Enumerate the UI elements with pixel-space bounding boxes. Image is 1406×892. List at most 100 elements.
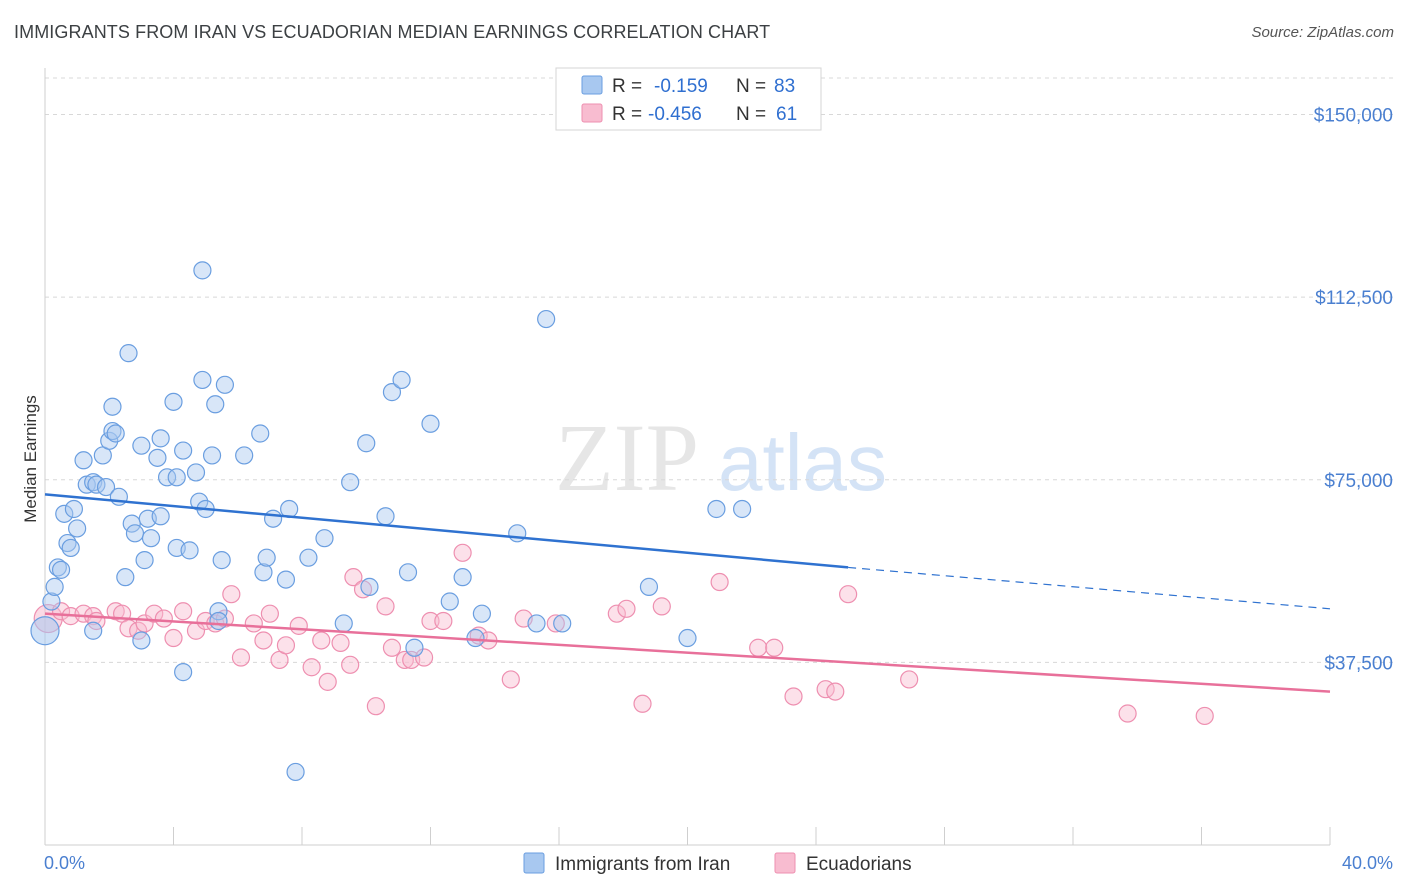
iran-data-point [453,568,472,587]
iran-data-point [257,548,276,567]
ecuadorian-data-point [254,631,273,650]
ecuadorian-data-point [1195,706,1214,726]
iran-data-point [508,524,527,543]
iran-data-point [421,414,440,433]
x-tick-label-max: 40.0% [1342,853,1393,873]
iran-data-point [276,570,296,589]
legend-n-label: N = [736,104,766,125]
iran-data-point [537,309,556,329]
ecuadorian-data-point [765,638,784,657]
chart-title: IMMIGRANTS FROM IRAN VS ECUADORIAN MEDIA… [14,22,771,42]
bottom-legend-label-ecuadorians: Ecuadorians [806,854,912,875]
iran-data-point [151,507,170,526]
iran-data-point [48,558,67,577]
iran-data-point [190,492,209,511]
ecuadorian-data-point [900,670,919,689]
iran-data-point [472,604,491,623]
iran-data-point [61,538,80,558]
iran-data-point [74,451,93,470]
ecuadorian-data-point [784,687,803,706]
ecuadorian-trend-line [44,612,1331,693]
iran-data-point [212,551,231,570]
iran-data-point [334,614,353,633]
y-tick-label: $37,500 [1324,653,1393,674]
iran-data-point [678,628,697,648]
series-ecuadorians [33,543,1214,726]
x-tick-labels: 0.0% 40.0% [44,853,1393,873]
y-tick-label: $150,000 [1314,106,1393,127]
ecuadorian-data-point [414,648,434,667]
legend-r-value: -0.456 [648,104,702,125]
iran-data-point [251,424,270,443]
iran-data-point [209,602,228,621]
ecuadorian-data-point [244,614,263,633]
iran-data-point [733,499,752,519]
ecuadorian-data-point [395,650,414,670]
iran-data-point [357,434,376,453]
iran-data-point [103,397,122,416]
iran-data-point [707,499,726,519]
iran-data-point [341,473,360,492]
iran-data-point [527,614,546,633]
ecuadorian-data-point [607,604,626,623]
ecuadorian-data-point [1118,704,1137,723]
ecuadorian-data-point [376,597,395,616]
iran-data-point [286,762,305,782]
iran-data-point [141,529,161,548]
ecuadorian-data-point [341,655,360,674]
axes [44,68,1331,846]
iran-data-point [106,424,125,443]
iran-data-point [30,616,60,646]
ecuadorian-data-point [366,697,385,716]
iran-data-point [45,577,64,596]
bottom-legend-swatch-pink [774,852,796,874]
bottom-legend-swatch-blue [523,852,545,874]
ecuadorian-data-point [546,614,565,633]
iran-data-point [55,504,74,523]
iran-data-point [466,628,485,648]
iran-data-point [174,441,193,460]
ecuadorian-data-point [501,670,520,689]
iran-data-point [315,529,334,548]
ecuadorian-data-point [289,616,308,635]
iran-data-point [100,431,119,450]
iran-data-point [125,524,145,543]
iran-data-point [440,592,459,611]
iran-data-point [186,463,206,482]
ecuadorian-data-point [302,658,321,677]
ecuadorian-data-point [174,602,193,621]
iran-data-point [119,344,138,363]
iran-data-point [360,577,379,596]
bottom-legend-label-iran: Immigrants from Iran [555,854,730,875]
iran-data-point [64,499,84,519]
source-label: Source: ZipAtlas.com [1251,24,1394,41]
ecuadorian-data-point [710,572,729,592]
correlation-legend: R = -0.159 N = 83 R = -0.456 N = 61 [555,67,822,131]
ecuadorian-data-point [276,636,296,655]
iran-data-point [42,592,61,611]
iran-data-point [157,468,177,487]
ecuadorian-data-point [633,694,652,713]
iran-data-point [132,436,151,455]
iran-data-point [392,370,411,390]
ecuadorian-data-point [260,604,279,623]
iran-data-point [299,548,318,567]
iran-data-point [135,551,154,570]
legend-n-value: 61 [776,104,797,125]
legend-swatch-pink [581,103,603,123]
ecuadorian-data-point [652,597,671,616]
watermark-zip: ZIP [555,404,699,511]
iran-data-point [58,533,77,553]
ecuadorian-data-point [331,633,350,653]
legend-r-label: R = [612,104,642,125]
iran-data-point [174,663,193,682]
ecuadorian-data-point [312,631,331,650]
legend-n-label: N = [736,76,766,97]
iran-data-point [51,560,71,579]
ecuadorian-data-point [145,604,164,623]
y-axis-title: Median Earnings [21,395,40,523]
legend-r-label: R = [612,76,642,97]
ecuadorian-data-point [129,621,148,640]
iran-data-point [235,446,254,465]
ecuadorian-data-point [749,638,768,657]
